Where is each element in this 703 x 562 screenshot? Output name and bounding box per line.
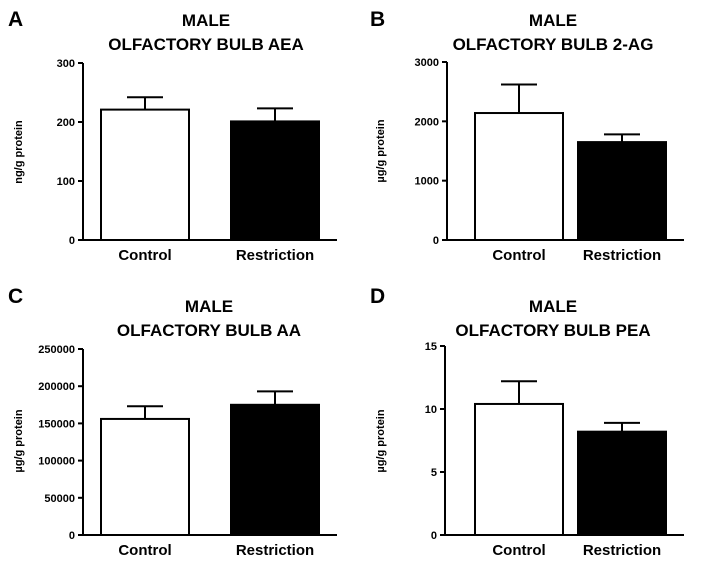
chart-subtitle: OLFACTORY BULB PEA (455, 321, 650, 340)
x-tick-label: Restriction (236, 542, 314, 559)
y-tick-label: 50000 (44, 493, 75, 505)
panel-b: B MALE OLFACTORY BULB 2-AG µg/g protein … (370, 8, 684, 264)
panel-a: A MALE OLFACTORY BULB AEA ng/g protein 0… (8, 8, 337, 264)
bar-control (100, 108, 190, 241)
y-tick-label: 1000 (415, 176, 439, 188)
chart-title: MALE (182, 11, 230, 30)
plot-area: 0 5 10 15 Control Restriction (425, 341, 684, 559)
y-axis-label: µg/g protein (13, 409, 25, 472)
y-tick-label: 200 (57, 117, 75, 129)
bar-control (474, 402, 564, 536)
x-tick-label: Restriction (583, 247, 661, 264)
panel-letter: D (370, 285, 385, 308)
bar-restriction (230, 120, 320, 241)
chart-title: MALE (529, 11, 577, 30)
y-tick-label: 150000 (38, 418, 75, 430)
y-tick-label: 100 (57, 176, 75, 188)
plot-area: 0 50000 100000 150000 200000 250000 Control Res… (38, 344, 337, 559)
chart-subtitle: OLFACTORY BULB AEA (108, 35, 304, 54)
x-tick-label: Control (492, 542, 545, 559)
bar-control (474, 112, 564, 241)
chart-title: MALE (185, 297, 233, 316)
y-tick-label: 10 (425, 404, 437, 416)
y-tick-label: 200000 (38, 381, 75, 393)
y-tick-label: 0 (69, 530, 75, 542)
bar-restriction (577, 141, 667, 242)
chart-subtitle: OLFACTORY BULB 2-AG (453, 35, 654, 54)
x-tick-label: Restriction (236, 247, 314, 264)
y-axis-label: µg/g protein (375, 409, 387, 472)
y-tick-label: 100000 (38, 456, 75, 468)
y-tick-label: 3000 (415, 57, 439, 69)
chart-subtitle: OLFACTORY BULB AA (117, 321, 301, 340)
y-tick-label: 0 (431, 530, 437, 542)
y-axis-label: ng/g protein (13, 120, 25, 184)
bar-control (100, 417, 190, 537)
x-tick-label: Control (118, 542, 171, 559)
plot-area: 0 1000 2000 3000 Control Restriction (415, 57, 684, 264)
y-axis-label: µg/g protein (375, 119, 387, 182)
x-tick-label: Control (492, 247, 545, 264)
plot-area: 0 100 200 300 Control Restriction (57, 58, 337, 264)
y-tick-label: 300 (57, 58, 75, 70)
x-tick-label: Control (118, 247, 171, 264)
y-tick-label: 0 (69, 235, 75, 247)
panel-letter: B (370, 8, 385, 31)
panel-letter: A (8, 8, 23, 31)
y-tick-label: 250000 (38, 344, 75, 356)
bar-restriction (577, 430, 667, 536)
chart-title: MALE (529, 297, 577, 316)
x-tick-label: Restriction (583, 542, 661, 559)
y-tick-label: 0 (433, 235, 439, 247)
y-tick-label: 15 (425, 341, 437, 353)
panel-d: D MALE OLFACTORY BULB PEA µg/g protein 0… (370, 285, 684, 559)
bar-restriction (230, 403, 320, 536)
y-tick-label: 2000 (415, 116, 439, 128)
panel-c: C MALE OLFACTORY BULB AA µg/g protein 0 5… (8, 285, 337, 559)
y-tick-label: 5 (431, 467, 437, 479)
panel-letter: C (8, 285, 23, 308)
